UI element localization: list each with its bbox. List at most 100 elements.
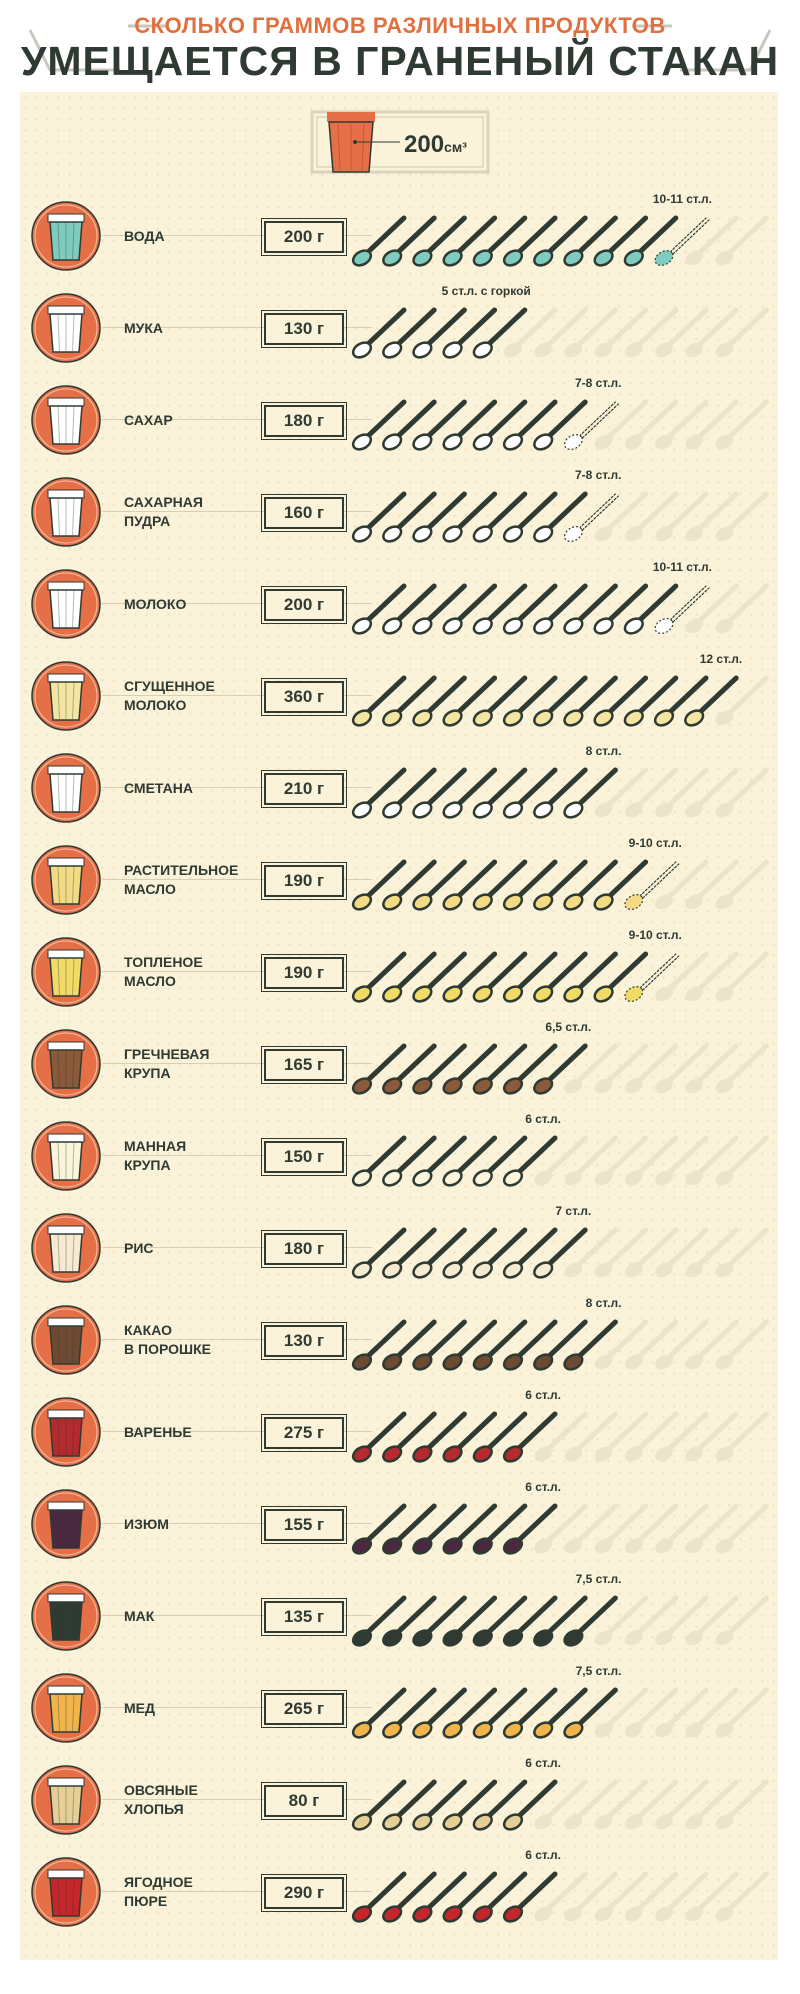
spoons-group [351,1411,769,1463]
empty-spoon-icon [655,307,709,358]
glass-icon [31,293,101,363]
spoon-icon [472,215,528,267]
empty-spoon-icon [715,307,769,358]
spoons-group [351,583,769,635]
spoon-icon [563,859,618,911]
leader-line [102,235,372,236]
empty-spoon-icon [715,583,769,634]
weight-badge: 180 г [261,402,347,440]
spoon-icon [382,767,437,819]
spoon-icon [502,215,558,267]
spoon-icon [502,1687,558,1739]
product-row: ВОДА 200 г 10-11 ст.л. [20,190,778,282]
empty-spoon-icon [594,1503,649,1554]
spoon-icon [472,307,528,359]
empty-spoon-icon [534,1135,588,1186]
spoon-icon [533,399,588,451]
empty-spoon-icon [715,1687,769,1738]
spoon-icon [382,1779,437,1831]
weight-badge: 160 г [261,494,347,532]
empty-spoon-icon [685,767,739,818]
spoon-icon [351,1779,407,1831]
spoon-icon [533,1043,588,1095]
glass-icon [31,1213,101,1283]
spoon-count-label: 10-11 ст.л. [652,192,712,206]
product-name: МЕД [124,1699,155,1716]
spoon-icon [442,859,498,911]
spoon-icon [472,1135,528,1187]
spoon-icon [351,951,407,1003]
spoon-icon [533,1687,588,1739]
weight-badge: 155 г [261,1506,347,1544]
spoons-group [351,1043,769,1095]
spoon-icon [563,1595,618,1647]
weight-badge: 265 г [261,1690,347,1728]
empty-spoon-icon [655,1503,709,1554]
empty-spoon-icon [715,1779,769,1830]
spoons-group [351,215,769,267]
legend-value: 200 [404,131,445,158]
spoon-icon [472,491,528,543]
spoon-icon [351,583,407,635]
weight-badge: 130 г [261,310,347,348]
spoon-icon [653,675,709,727]
product-name: МАННАЯ КРУПА [124,1138,187,1173]
product-name: САХАРНАЯ ПУДРА [124,494,203,529]
spoon-count-label: 6 ст.л. [525,1112,561,1126]
spoon-icon [533,1227,588,1279]
spoon-count-label: 7-8 ст.л. [574,376,622,390]
empty-spoon-icon [655,1871,709,1922]
spoons-group [351,1319,769,1371]
product-name: РАСТИТЕЛЬНОЕ МАСЛО [124,862,239,897]
leader-line [102,1615,372,1616]
weight-badge: 80 г [261,1782,347,1820]
spoon-icon [472,1043,528,1095]
partial-spoon-icon [624,953,680,1002]
weight-badge: 165 г [261,1046,347,1084]
spoon-icon [442,1135,498,1187]
spoon-icon [563,583,618,635]
empty-spoon-icon [655,859,709,910]
glass-icon [31,661,101,731]
empty-spoon-icon [564,1227,618,1278]
product-name: ВАРЕНЬЕ [124,1423,192,1440]
glass-icon [31,937,101,1007]
spoon-icon [351,1319,407,1371]
product-row: МЕД 265 г 7,5 ст.л. [20,1662,778,1754]
spoon-icon [502,767,558,819]
spoon-count-label: 8 ст.л. [585,744,622,758]
spoon-count-label: 6,5 ст.л. [545,1020,592,1034]
empty-spoon-icon [685,399,739,450]
spoon-icon [351,767,407,819]
empty-spoon-icon [624,307,679,358]
empty-spoon-icon [685,583,739,634]
spoon-icon [684,675,739,727]
spoon-icon [502,1227,558,1279]
spoon-count-label: 7 ст.л. [555,1204,592,1218]
empty-spoon-icon [534,1503,588,1554]
empty-spoon-icon [655,767,709,818]
empty-spoon-icon [685,215,739,266]
spoons-group [351,491,769,543]
spoon-icon [472,1319,528,1371]
legend-volume: 200см³ [404,131,467,159]
spoon-icon [623,215,679,267]
spoon-icon [502,951,558,1003]
spoon-icon [472,1411,528,1463]
empty-spoon-icon [655,1319,709,1370]
glass-icon [31,1857,101,1927]
product-name: ИЗЮМ [124,1515,169,1532]
glass-icon [31,1121,101,1191]
spoon-icon [412,1687,467,1739]
empty-spoon-icon [715,1135,769,1186]
spoon-icon [382,215,437,267]
empty-spoon-icon [624,1043,679,1094]
glass-icon [327,112,375,173]
spoon-icon [593,951,649,1003]
spoon-icon [442,399,498,451]
page-subtitle: СКОЛЬКО ГРАММОВ РАЗЛИЧНЫХ ПРОДУКТОВ [134,13,666,38]
spoon-icon [351,491,407,543]
empty-spoon-icon [594,1135,649,1186]
empty-spoon-icon [685,1411,739,1462]
spoon-icon [351,1595,407,1647]
